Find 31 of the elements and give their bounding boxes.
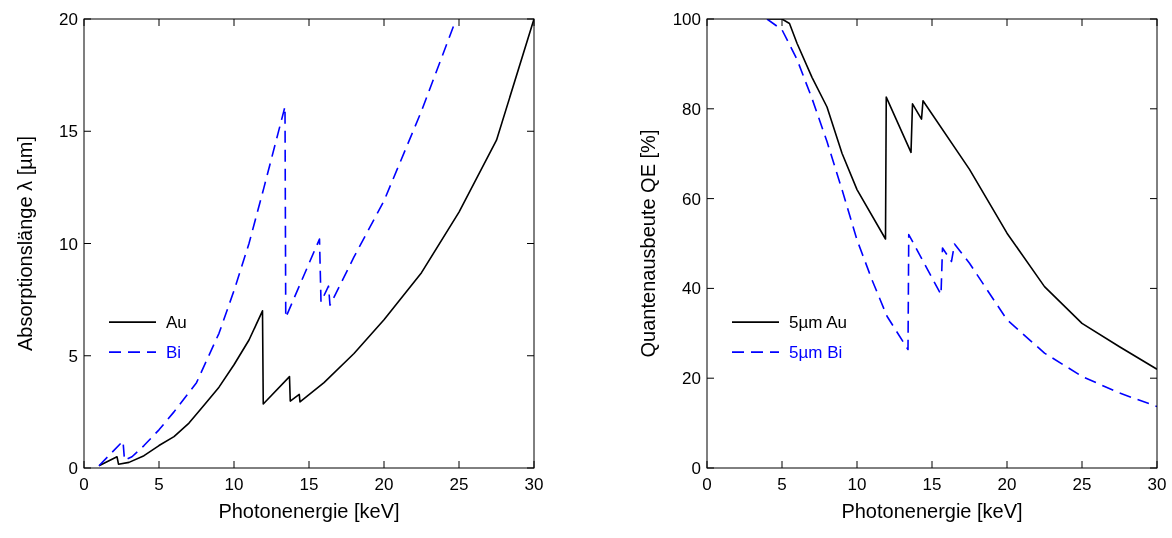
x-tick-label: 30 (1147, 475, 1167, 494)
x-tick-label: 20 (374, 475, 394, 494)
y-tick-label: 0 (68, 459, 78, 478)
x-tick-label: 15 (299, 475, 319, 494)
x-tick-label: 10 (847, 475, 867, 494)
x-tick-label: 15 (922, 475, 942, 494)
legend-label: Bi (166, 343, 182, 363)
y-tick-label: 15 (59, 122, 78, 142)
legend-label: 5µm Bi (789, 343, 843, 363)
x-axis-title: Photonenergie [keV] (218, 500, 400, 522)
x-tick-label: 20 (997, 475, 1017, 494)
y-tick-label: 5 (68, 346, 78, 366)
x-tick-label: 10 (224, 475, 244, 494)
y-tick-label: 10 (59, 234, 78, 254)
y-axis-title: Quantenausbeute QE [%] (637, 129, 659, 358)
x-axis-title: Photonenergie [keV] (841, 500, 1023, 522)
y-tick-label: 20 (59, 10, 78, 29)
x-tick-label: 30 (524, 475, 544, 494)
y-tick-label: 80 (682, 99, 701, 119)
y-tick-label: 60 (682, 189, 701, 209)
legend-label: Au (166, 313, 187, 333)
y-tick-label: 0 (691, 459, 701, 478)
x-tick-label: 5 (154, 475, 164, 494)
x-tick-label: 25 (1072, 475, 1092, 494)
y-tick-label: 40 (682, 279, 701, 299)
y-tick-label: 100 (672, 10, 701, 29)
y-tick-label: 20 (682, 369, 701, 389)
x-tick-label: 25 (449, 475, 469, 494)
y-axis-title: Absorptionslänge λ [µm] (14, 136, 36, 351)
x-tick-label: 5 (777, 475, 787, 494)
legend-label: 5µm Au (789, 313, 847, 333)
